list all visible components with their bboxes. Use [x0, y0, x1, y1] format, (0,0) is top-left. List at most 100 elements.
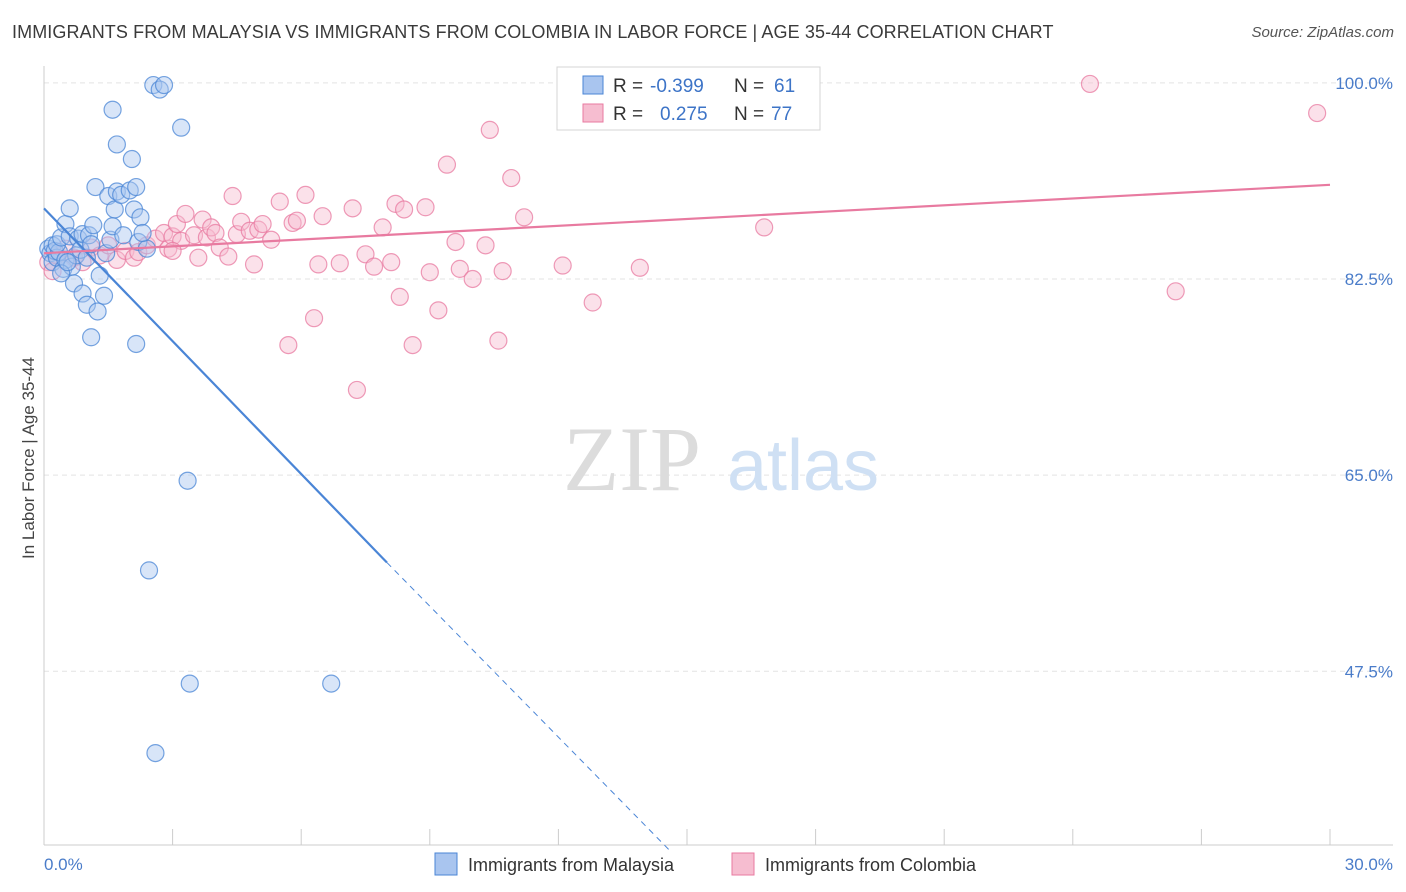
point-malaysia-56 [180, 674, 199, 693]
point-colombia-65 [489, 331, 508, 350]
point-malaysia-39 [112, 185, 131, 204]
point-colombia-71 [630, 258, 649, 277]
point-colombia-49 [364, 257, 384, 276]
point-colombia-44 [313, 207, 332, 226]
point-colombia-20 [176, 204, 195, 224]
point-colombia-55 [403, 335, 422, 355]
point-malaysia-22 [77, 295, 96, 314]
point-colombia-28 [219, 247, 238, 266]
point-colombia-70 [583, 293, 602, 312]
y-tick-1: 65.0% [1345, 466, 1393, 485]
x-tick-max: 30.0% [1345, 855, 1393, 874]
point-colombia-67 [502, 168, 521, 188]
point-malaysia-45 [127, 334, 146, 354]
y-axis-label: In Labor Force | Age 35-44 [19, 357, 38, 559]
point-colombia-46 [343, 199, 362, 218]
bottom-legend-swatch-colombia [731, 852, 755, 876]
point-malaysia-24 [82, 235, 101, 254]
grid-lines [44, 82, 1393, 672]
point-colombia-59 [437, 155, 457, 174]
trend-line-malaysia-extension [386, 562, 671, 851]
point-colombia-38 [279, 335, 298, 355]
point-malaysia-13 [60, 199, 79, 218]
bottom-legend-swatch-malaysia [434, 852, 458, 876]
point-colombia-24 [197, 228, 216, 247]
point-malaysia-53 [154, 75, 174, 95]
trend-line-malaysia [43, 207, 388, 564]
y-tick-3: 100.0% [1335, 74, 1393, 93]
legend-n-value-colombia: 77 [771, 104, 792, 125]
point-colombia-33 [244, 255, 264, 274]
trend-line-colombia [43, 183, 1331, 255]
point-colombia-60 [446, 232, 465, 252]
point-colombia-48 [356, 245, 375, 264]
point-malaysia-60 [133, 223, 152, 243]
point-malaysia-37 [107, 135, 126, 154]
point-colombia-29 [223, 186, 242, 206]
point-malaysia-40 [114, 226, 133, 245]
point-malaysia-42 [122, 149, 141, 169]
point-colombia-63 [476, 236, 495, 255]
point-colombia-75 [1308, 103, 1327, 123]
point-malaysia-47 [131, 208, 150, 227]
point-colombia-58 [429, 301, 448, 320]
legend-n-label-colombia: N = [734, 104, 764, 125]
point-malaysia-20 [73, 284, 92, 303]
watermark-atlas: atlas [727, 426, 879, 506]
point-colombia-61 [450, 259, 469, 278]
point-colombia-68 [515, 208, 534, 227]
point-colombia-62 [463, 269, 482, 289]
point-colombia-54 [394, 200, 414, 219]
point-colombia-22 [189, 248, 208, 267]
trend-lines [43, 183, 1331, 851]
point-colombia-51 [382, 253, 401, 272]
point-malaysia-55 [178, 471, 197, 490]
x-tick-labels: 0.0% 30.0% [44, 855, 1393, 874]
point-colombia-50 [373, 218, 392, 237]
point-malaysia-57 [322, 674, 341, 693]
point-malaysia-30 [94, 286, 114, 305]
point-malaysia-35 [103, 100, 122, 119]
legend-r-value-colombia: 0.275 [660, 104, 708, 125]
point-malaysia-49 [139, 561, 159, 580]
point-malaysia-26 [84, 216, 103, 235]
point-colombia-37 [270, 192, 289, 211]
point-colombia-43 [309, 255, 328, 274]
y-tick-labels: 47.5% 65.0% 82.5% 100.0% [1335, 74, 1393, 681]
point-colombia-40 [287, 211, 307, 230]
point-colombia-35 [253, 214, 272, 234]
point-malaysia-58 [52, 264, 71, 283]
point-colombia-42 [304, 309, 324, 328]
bottom-legend: Immigrants from Malaysia Immigrants from… [434, 852, 977, 876]
point-malaysia-27 [86, 177, 105, 197]
stats-legend: R = -0.399 N = 61 R = 0.275 N = 77 [556, 66, 821, 131]
point-colombia-57 [420, 263, 439, 282]
series-malaysia-points [39, 75, 341, 763]
point-colombia-69 [553, 256, 572, 275]
source-label: Source: ZipAtlas.com [1251, 24, 1394, 41]
y-tick-2: 82.5% [1345, 270, 1393, 289]
point-colombia-64 [480, 120, 499, 139]
point-colombia-74 [1166, 282, 1185, 301]
legend-swatch-colombia [582, 103, 604, 123]
x-tick-min: 0.0% [44, 855, 83, 874]
point-colombia-45 [330, 254, 349, 273]
point-colombia-72 [755, 218, 774, 237]
watermark-zip: ZIP [563, 408, 701, 510]
point-malaysia-54 [172, 118, 191, 137]
bottom-legend-malaysia: Immigrants from Malaysia [468, 855, 675, 875]
point-colombia-41 [296, 185, 315, 204]
point-malaysia-50 [146, 743, 165, 763]
point-colombia-26 [206, 223, 225, 243]
point-malaysia-59 [58, 253, 77, 272]
legend-swatch-malaysia [582, 75, 604, 95]
legend-r-label-malaysia: R = [613, 76, 643, 97]
legend-n-value-malaysia: 61 [774, 76, 795, 97]
point-colombia-47 [347, 380, 367, 400]
point-malaysia-25 [82, 328, 101, 347]
point-malaysia-21 [77, 248, 96, 267]
bottom-legend-colombia: Immigrants from Colombia [765, 855, 977, 875]
chart-title: IMMIGRANTS FROM MALAYSIA VS IMMIGRANTS F… [12, 22, 1054, 42]
point-malaysia-29 [90, 266, 109, 285]
legend-n-label-malaysia: N = [734, 76, 764, 97]
